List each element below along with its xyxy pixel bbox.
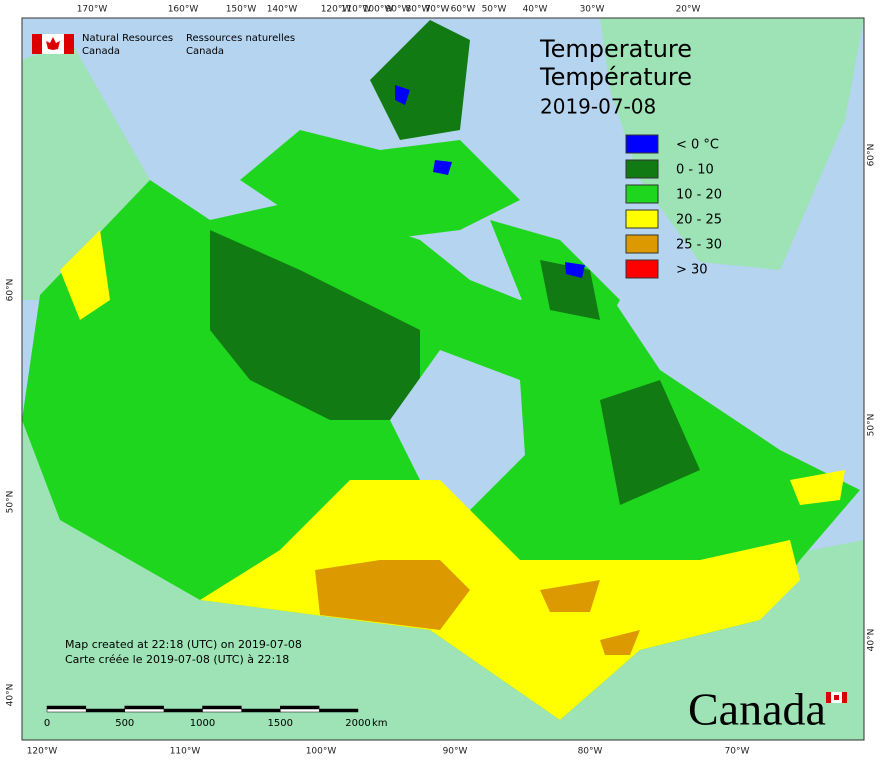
graticule-label: 50°N bbox=[867, 414, 877, 437]
scale-segment bbox=[241, 709, 281, 712]
credit: Natural Resources bbox=[82, 33, 173, 44]
scale-label: 1500 bbox=[268, 718, 293, 729]
dynamic: < 0 °C 0 - 10 10 - 20 20 - 25 25 - 30 > 30 170… bbox=[6, 5, 877, 757]
title: Température bbox=[539, 63, 692, 91]
legend-swatch bbox=[625, 234, 659, 254]
ice bbox=[395, 85, 410, 105]
maple-leaf bbox=[46, 37, 60, 50]
scale-segment bbox=[319, 709, 358, 712]
legend-swatch bbox=[625, 159, 659, 179]
warm-zone bbox=[200, 480, 800, 720]
cold-zone bbox=[540, 260, 600, 320]
scale-label: 0 bbox=[44, 718, 50, 729]
graticule-label: 100°W bbox=[363, 5, 394, 15]
map-frame bbox=[21, 17, 865, 741]
alaska bbox=[22, 40, 150, 300]
hudson-bay bbox=[390, 350, 525, 510]
graticule-label: 120°W bbox=[27, 747, 58, 757]
warm-zone bbox=[790, 470, 845, 505]
scale-segment bbox=[124, 705, 164, 710]
legend-swatch bbox=[625, 209, 659, 229]
legend-label: 25 - 30 bbox=[676, 238, 722, 253]
graticule-label: 40°N bbox=[867, 629, 877, 652]
hot-zone bbox=[315, 560, 470, 630]
graticule-label: 30°W bbox=[580, 5, 605, 15]
graticule-label: 50°W bbox=[482, 5, 507, 15]
legend-swatch bbox=[625, 134, 659, 154]
title: Temperature bbox=[539, 35, 692, 63]
note: Carte créée le 2019-07-08 (UTC) à 22:18 bbox=[65, 653, 289, 666]
graticule-label: 60°N bbox=[867, 144, 877, 167]
scale-segment bbox=[46, 705, 87, 710]
graticule-label: 70°W bbox=[725, 747, 750, 757]
legend-label: < 0 °C bbox=[676, 138, 719, 153]
scale-segment bbox=[280, 705, 320, 710]
legend-label: 20 - 25 bbox=[676, 213, 722, 228]
scale-segment bbox=[163, 709, 203, 712]
flag-bar bbox=[32, 34, 42, 54]
graticule-label: 80°W bbox=[406, 5, 431, 15]
scale-label: 500 bbox=[115, 718, 134, 729]
legend-swatch bbox=[625, 184, 659, 204]
credit: Canada bbox=[82, 46, 120, 57]
usa-land bbox=[22, 420, 864, 740]
graticule-label: 90°W bbox=[386, 5, 411, 15]
graticule-label: 90°W bbox=[443, 747, 468, 757]
credit: Canada bbox=[186, 46, 224, 57]
graticule-label: 60°N bbox=[6, 279, 16, 302]
flag-bar bbox=[64, 34, 74, 54]
legend-label: 10 - 20 bbox=[676, 188, 722, 203]
graticule-label: 150°W bbox=[226, 5, 257, 15]
hot-zone bbox=[540, 580, 600, 612]
graticule-label: 110°W bbox=[341, 5, 372, 15]
legend-label: 0 - 10 bbox=[676, 163, 714, 178]
wordmark-flag bbox=[826, 692, 847, 703]
graticule-label: 60°W bbox=[451, 5, 476, 15]
graticule-label: 170°W bbox=[77, 5, 108, 15]
logo bbox=[32, 34, 74, 54]
ice bbox=[565, 262, 585, 278]
graticule-label: 40°N bbox=[6, 684, 16, 707]
credit: Ressources naturelles bbox=[186, 33, 295, 44]
graticule-label: 80°W bbox=[578, 747, 603, 757]
graticule-label: 20°W bbox=[676, 5, 701, 15]
legend-label: > 30 bbox=[676, 263, 708, 278]
wordmark: Canada bbox=[688, 684, 826, 735]
graticule-label: 140°W bbox=[267, 5, 298, 15]
scale-segment bbox=[202, 705, 242, 710]
scale-unit: km bbox=[372, 718, 388, 729]
cold-zone bbox=[210, 230, 420, 420]
map-body bbox=[22, 18, 864, 740]
cold-zone bbox=[600, 380, 700, 505]
graticule-label: 120°W bbox=[321, 5, 352, 15]
graticule-label: 160°W bbox=[168, 5, 199, 15]
greenland bbox=[600, 18, 864, 270]
hot-zone bbox=[600, 630, 640, 655]
graticule-label: 100°W bbox=[306, 747, 337, 757]
graticule-label: 70°W bbox=[425, 5, 450, 15]
graticule-label: 40°W bbox=[523, 5, 548, 15]
date: 2019-07-08 bbox=[540, 95, 656, 119]
ellesmere bbox=[370, 20, 470, 140]
graticule-label: 50°N bbox=[6, 491, 16, 514]
scale-label: 1000 bbox=[190, 718, 215, 729]
scale-label: 2000 bbox=[345, 718, 370, 729]
scale-segment bbox=[85, 709, 125, 712]
legend-swatch bbox=[625, 259, 659, 279]
ice bbox=[433, 160, 452, 175]
graticule-label: 110°W bbox=[170, 747, 201, 757]
warm-zone bbox=[60, 230, 110, 320]
note: Map created at 22:18 (UTC) on 2019-07-08 bbox=[65, 638, 302, 651]
arctic-islands bbox=[240, 130, 520, 240]
